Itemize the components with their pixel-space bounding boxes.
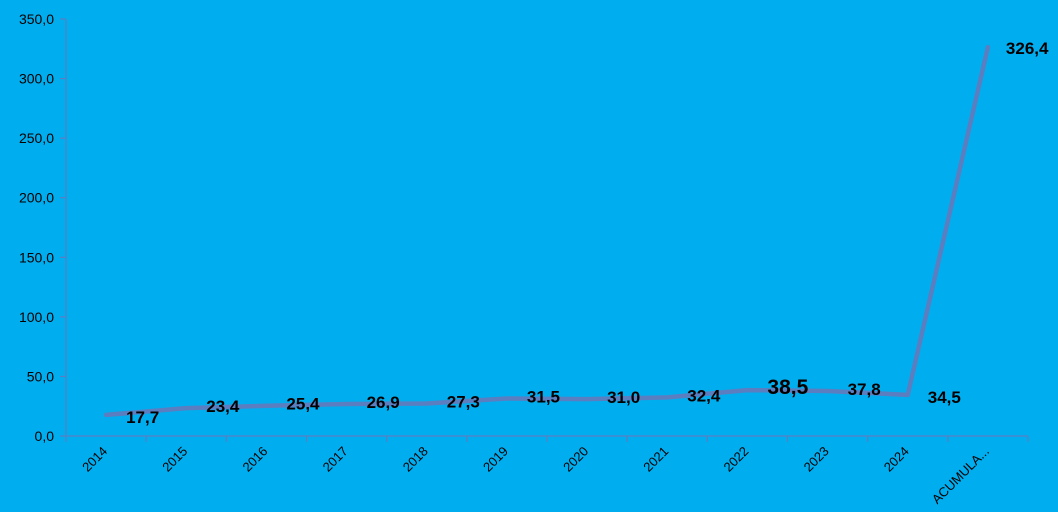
y-axis: 0,0 50,0 100,0 150,0 200,0 250,0 300,0 350,0 bbox=[19, 11, 67, 444]
data-label: 17,7 bbox=[126, 408, 159, 427]
data-point bbox=[905, 392, 910, 397]
x-tick-label: 2017 bbox=[320, 444, 351, 475]
x-tick-label: 2018 bbox=[400, 444, 431, 475]
data-label: 32,4 bbox=[687, 386, 721, 405]
data-point bbox=[504, 396, 509, 401]
x-tick-label: 2015 bbox=[159, 444, 190, 475]
data-point bbox=[264, 403, 269, 408]
data-point bbox=[585, 397, 590, 402]
x-tick-label: 2021 bbox=[640, 444, 671, 475]
x-tick-label: 2014 bbox=[79, 444, 110, 475]
data-label: 37,8 bbox=[848, 380, 881, 399]
data-label: 25,4 bbox=[286, 395, 320, 414]
series-line bbox=[103, 44, 991, 418]
data-label: 27,3 bbox=[447, 392, 480, 411]
data-point bbox=[104, 412, 109, 417]
x-tick-label: 2016 bbox=[239, 444, 270, 475]
data-point bbox=[424, 401, 429, 406]
x-tick-label: 2019 bbox=[480, 444, 511, 475]
data-label: 34,5 bbox=[928, 388, 961, 407]
x-tick-label: 2022 bbox=[720, 444, 751, 475]
x-tick-label: 2020 bbox=[560, 444, 591, 475]
data-labels: 17,7 23,4 25,4 26,9 27,3 31,5 31,0 32,4 38,5 37,8… bbox=[126, 39, 1049, 427]
data-point bbox=[184, 406, 189, 411]
data-label: 38,5 bbox=[767, 376, 808, 399]
data-label: 326,4 bbox=[1006, 39, 1049, 58]
series-line-group bbox=[103, 44, 991, 418]
y-tick-label: 200,0 bbox=[19, 190, 54, 206]
data-point bbox=[825, 388, 830, 393]
data-point bbox=[985, 45, 990, 50]
data-point bbox=[665, 395, 670, 400]
y-tick-label: 300,0 bbox=[19, 71, 54, 87]
data-point bbox=[344, 401, 349, 406]
y-tick-label: 250,0 bbox=[19, 130, 54, 146]
y-tick-label: 150,0 bbox=[19, 249, 54, 265]
y-tick-label: 350,0 bbox=[19, 11, 54, 27]
x-tick-label: ACUMULA... bbox=[929, 444, 992, 507]
data-label: 31,5 bbox=[527, 387, 560, 406]
x-axis: 2014 2015 2016 2017 2018 2019 2020 2021 2022 2023… bbox=[65, 435, 1029, 507]
y-tick-label: 100,0 bbox=[19, 309, 54, 325]
x-tick-label: 2023 bbox=[801, 444, 832, 475]
data-label: 23,4 bbox=[206, 397, 240, 416]
y-tick-label: 50,0 bbox=[27, 368, 54, 384]
x-tick-label: 2024 bbox=[881, 444, 912, 475]
y-tick-label: 0,0 bbox=[35, 428, 55, 444]
data-label: 26,9 bbox=[367, 393, 400, 412]
data-point bbox=[745, 388, 750, 393]
data-label: 31,0 bbox=[607, 388, 640, 407]
